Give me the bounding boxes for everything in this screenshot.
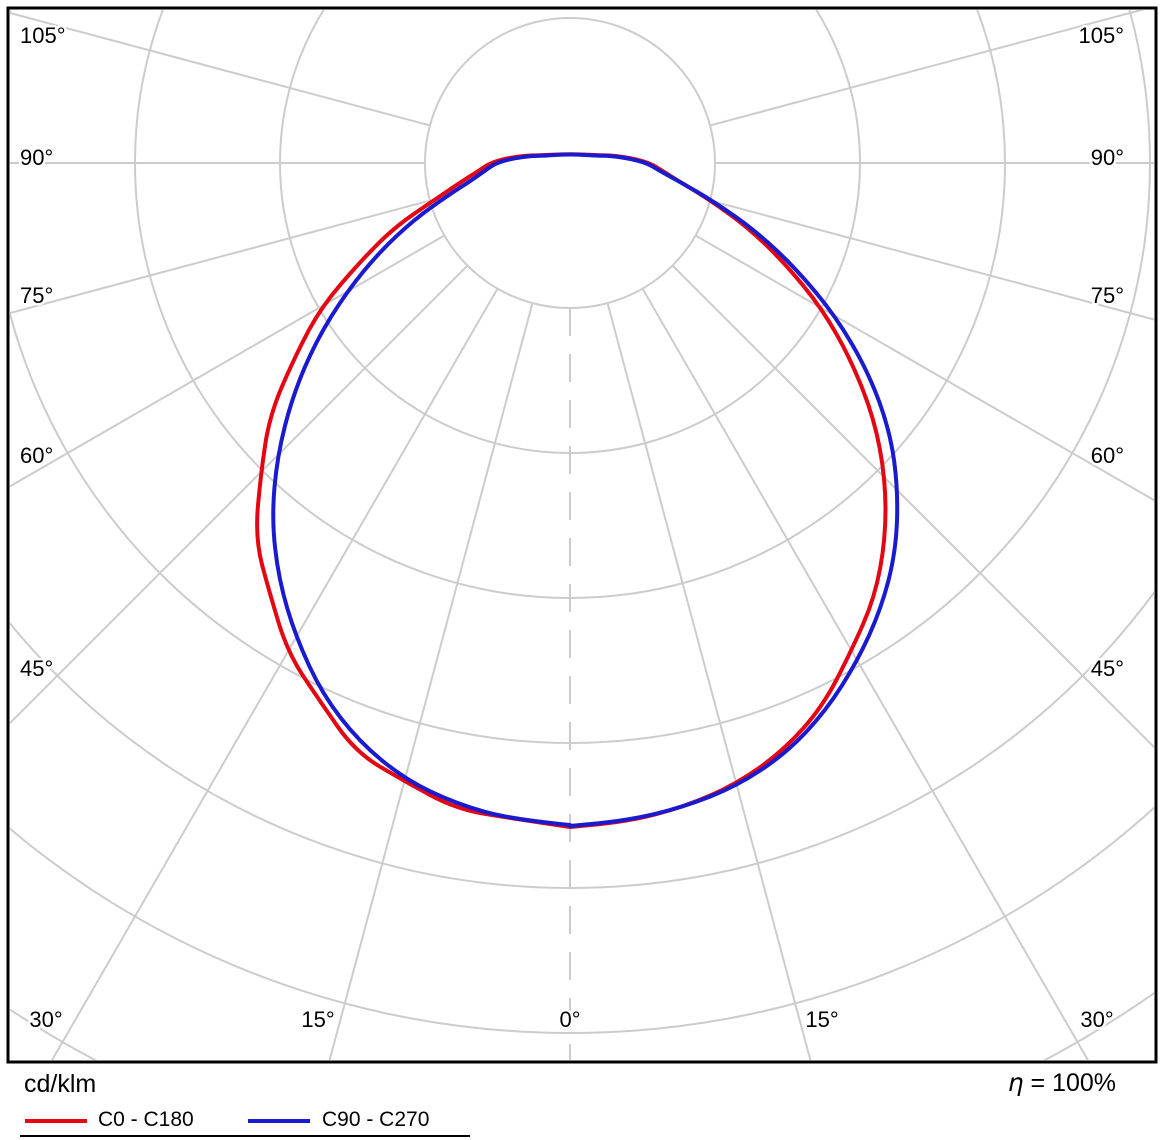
grid-radial-line <box>641 288 1090 1060</box>
angle-label: 45° <box>1091 656 1124 681</box>
grid-radial-line <box>10 11 431 127</box>
angle-label: 75° <box>20 283 53 308</box>
angle-label: 60° <box>20 443 53 468</box>
angle-label: 90° <box>1091 145 1124 170</box>
grid-radial-line <box>10 234 445 488</box>
grid-ring <box>10 806 1154 1034</box>
angle-label: 60° <box>1091 443 1124 468</box>
intensity-curve-c0-c180 <box>255 152 888 829</box>
angle-label: 30° <box>1080 1007 1113 1032</box>
grid-radial-line <box>50 288 499 1060</box>
chart-frame <box>6 6 1158 1064</box>
grid-radial-line <box>328 302 534 1060</box>
grid-radial-line <box>709 199 1154 321</box>
grid-ring <box>10 590 1154 889</box>
efficiency-label: η = 100% <box>1008 1068 1116 1098</box>
angle-label: 0° <box>559 1007 580 1032</box>
grid-radial-line <box>709 10 1145 127</box>
grid-ring <box>279 10 861 454</box>
angle-label: 30° <box>29 1007 62 1032</box>
angle-label: 90° <box>20 145 53 170</box>
grid-radial-line <box>10 264 469 725</box>
angle-label: 105° <box>20 23 66 48</box>
grid-radial-line <box>606 302 812 1060</box>
angle-label: 75° <box>1091 283 1124 308</box>
legend-swatch-c90-c270 <box>248 1119 310 1123</box>
grid-ring <box>424 17 716 309</box>
eta-symbol: η <box>1007 1068 1024 1097</box>
legend-underline <box>20 1135 470 1137</box>
eta-value: = 100% <box>1030 1069 1117 1097</box>
intensity-curve-c90-c270 <box>271 152 900 828</box>
grid-radial-line <box>695 234 1154 502</box>
angle-label: 45° <box>20 656 53 681</box>
legend-label-c0-c180: C0 - C180 <box>98 1108 194 1131</box>
angle-label: 15° <box>805 1007 838 1032</box>
legend-swatch-c0-c180 <box>25 1119 87 1123</box>
grid-radial-line <box>10 199 431 315</box>
legend-label-c90-c270: C90 - C270 <box>322 1108 430 1131</box>
angle-label: 15° <box>301 1007 334 1032</box>
grid-ring <box>10 10 1151 744</box>
grid-radial-line <box>671 264 1154 749</box>
unit-label: cd/klm <box>24 1070 97 1098</box>
angle-label: 105° <box>1078 23 1124 48</box>
